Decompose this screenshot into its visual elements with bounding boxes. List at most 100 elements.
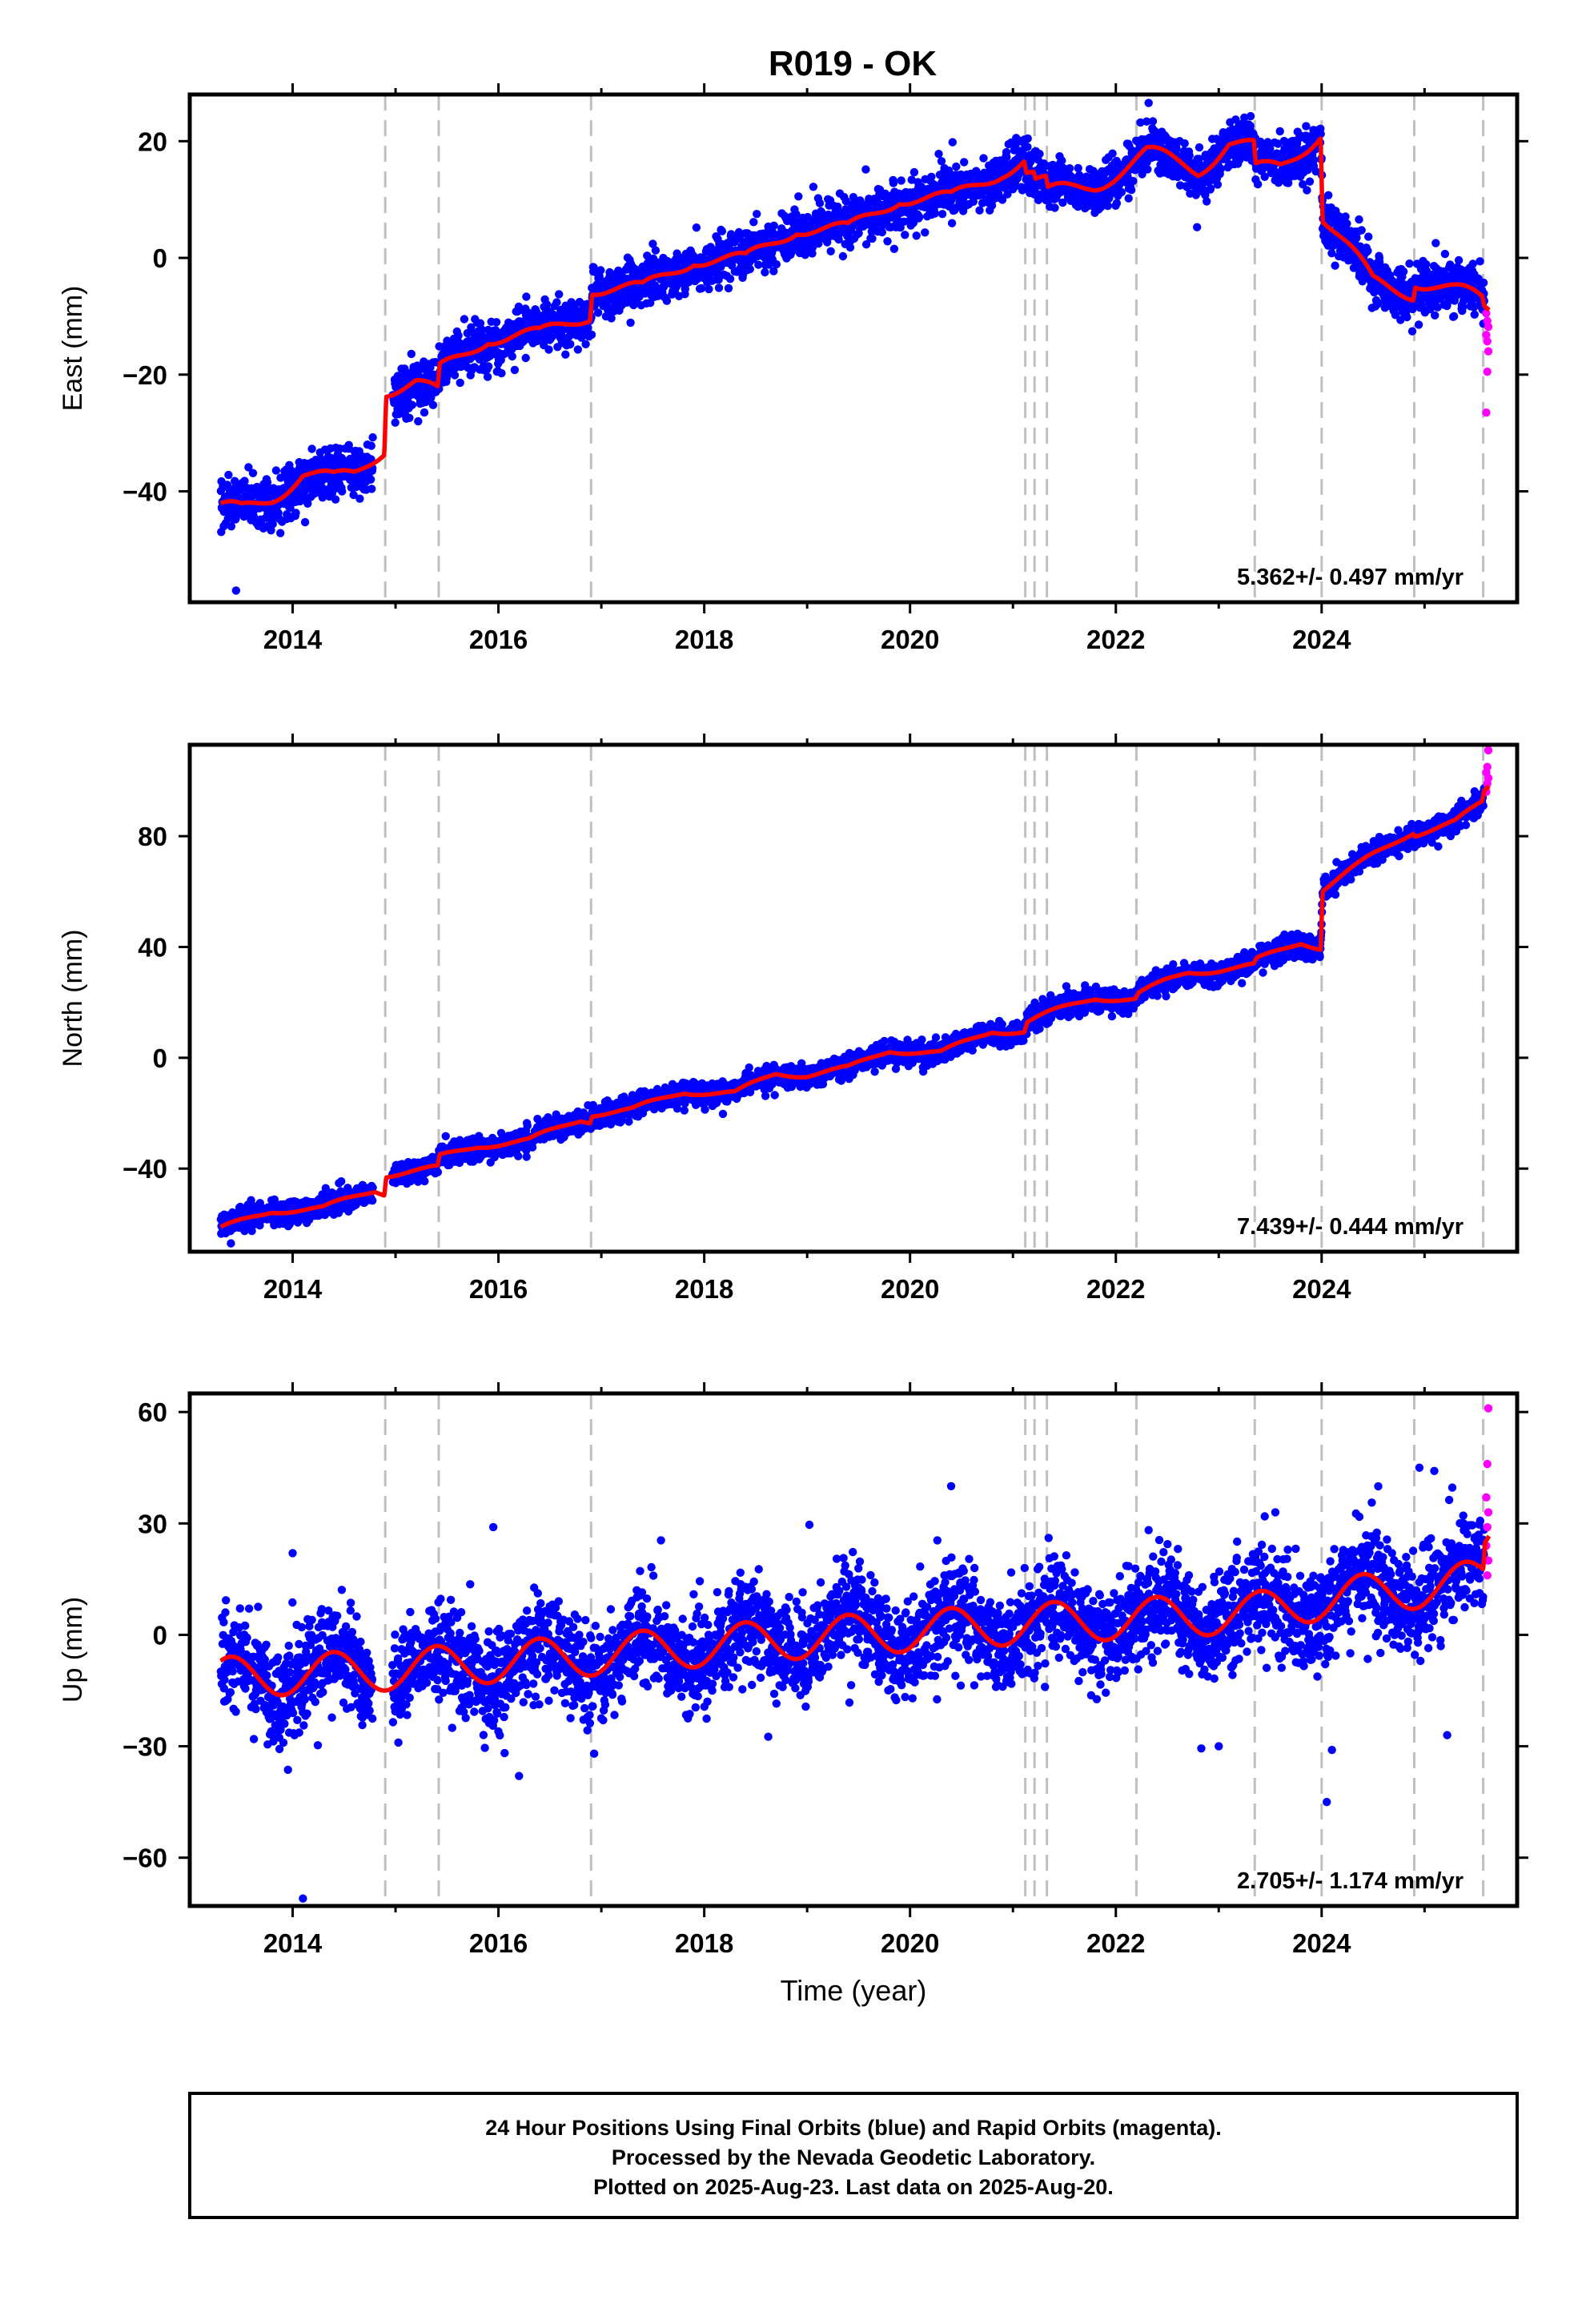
data-point (456, 378, 464, 388)
data-point (626, 318, 635, 328)
data-point (809, 183, 818, 191)
data-point (815, 199, 825, 207)
data-point (337, 1177, 346, 1186)
data-point (607, 314, 616, 323)
x-tick-label: 2018 (675, 625, 733, 654)
data-point (596, 266, 605, 275)
data-point (769, 267, 778, 275)
data-point (897, 176, 905, 185)
data-point (1185, 151, 1194, 160)
data-point (937, 157, 946, 166)
data-point (1324, 191, 1333, 199)
data-point (1431, 239, 1440, 247)
data-point (1440, 249, 1450, 259)
east-rate-label: 5.362+/- 0.497 mm/yr (1237, 565, 1464, 590)
data-point (697, 283, 706, 293)
data-point (244, 463, 253, 472)
data-point (450, 371, 460, 380)
data-point (587, 330, 596, 340)
y-tick-label: −40 (122, 477, 167, 507)
data-point (291, 509, 300, 517)
data-point (1476, 257, 1484, 266)
data-point (349, 490, 358, 500)
data-point (1357, 226, 1366, 235)
data-point (826, 247, 835, 255)
data-point (268, 520, 277, 529)
data-point (407, 349, 416, 359)
y-tick-label: 20 (138, 127, 167, 156)
data-point (901, 231, 909, 239)
data-point (717, 227, 727, 235)
data-point (1343, 219, 1351, 228)
data-point (484, 362, 493, 371)
data-point (1206, 184, 1215, 193)
data-point (344, 444, 354, 453)
data-point (1303, 186, 1311, 195)
data-point (566, 340, 575, 348)
data-point (267, 526, 275, 535)
data-point (405, 413, 414, 422)
data-point (705, 284, 713, 294)
data-point (521, 353, 530, 363)
data-point (662, 296, 672, 305)
data-point (368, 1196, 377, 1205)
data-point (1193, 223, 1202, 231)
east-y-axis-label: East (mm) (58, 286, 88, 412)
data-point (1203, 197, 1211, 206)
data-point (734, 227, 744, 237)
data-point (1479, 278, 1488, 287)
data-point (224, 470, 233, 480)
data-point (1195, 155, 1203, 163)
data-point (414, 416, 423, 426)
rapid-point (1482, 408, 1491, 417)
data-point (300, 517, 310, 527)
data-point (1414, 320, 1423, 329)
data-point (952, 162, 961, 171)
data-point (1363, 247, 1372, 255)
data-point (861, 240, 871, 249)
data-point (912, 231, 921, 240)
data-point (605, 267, 614, 277)
data-point (938, 210, 947, 219)
x-tick-label: 2014 (263, 625, 323, 654)
data-point (367, 485, 376, 493)
data-point (522, 292, 531, 301)
data-point (934, 150, 943, 159)
data-point (725, 275, 735, 283)
data-point (1454, 255, 1464, 265)
data-point (581, 340, 590, 348)
data-point (794, 192, 803, 201)
data-point (867, 227, 877, 236)
data-point (492, 318, 501, 327)
data-point (240, 476, 249, 485)
data-point (1407, 327, 1417, 336)
data-point (555, 290, 564, 299)
data-point (1074, 163, 1082, 173)
data-point (1331, 261, 1339, 270)
data-point (577, 333, 586, 342)
data-point (497, 368, 506, 378)
data-point (231, 586, 241, 595)
data-point (1124, 194, 1133, 203)
data-point (861, 165, 870, 174)
data-point (367, 441, 375, 450)
data-point (561, 350, 570, 359)
data-point (714, 275, 723, 284)
data-point (753, 210, 761, 219)
data-point (368, 433, 377, 442)
data-point (428, 400, 438, 409)
data-point (1112, 199, 1122, 207)
data-point (1195, 143, 1204, 152)
data-point (838, 251, 848, 261)
data-point (1254, 179, 1263, 189)
data-point (868, 234, 877, 243)
data-point (1213, 180, 1223, 189)
data-point (1129, 176, 1138, 186)
data-point (1148, 117, 1158, 126)
data-point (930, 209, 940, 218)
data-point (714, 283, 724, 292)
data-point (947, 219, 957, 227)
data-point (1201, 191, 1210, 199)
data-point (724, 283, 733, 293)
